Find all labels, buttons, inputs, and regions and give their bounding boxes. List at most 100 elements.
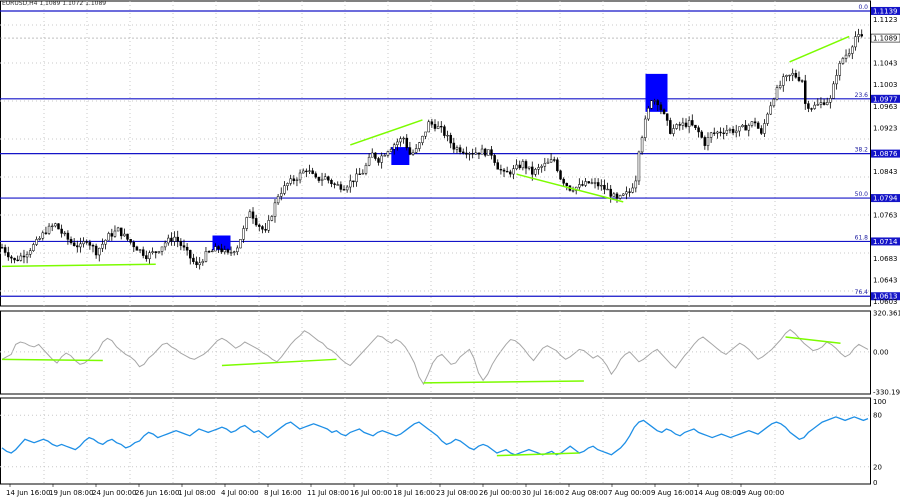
candle-body [722, 132, 725, 134]
candle-body [286, 183, 289, 186]
candle-body [637, 151, 641, 182]
candle-body [119, 227, 123, 237]
candle-body [317, 176, 321, 181]
time-axis-label: 14 Jun 16:00 [6, 489, 50, 497]
candle-body [405, 137, 409, 148]
candle-body [50, 225, 54, 228]
candle-body [72, 242, 76, 246]
candle-body [0, 247, 4, 249]
fib-label-50.0: 50.0 [855, 191, 869, 198]
candle-body [562, 178, 565, 184]
price-axis-label: 1.0683 [873, 255, 898, 263]
candle-body [295, 179, 299, 181]
candle-body [480, 148, 484, 155]
candle-body [700, 131, 703, 138]
signal-box [391, 147, 410, 165]
cci-divergence-line [1, 358, 103, 362]
candle-body [408, 147, 412, 155]
candle-body [276, 196, 280, 204]
price-axis-label: 1.0763 [873, 211, 898, 219]
candle-body [94, 245, 98, 256]
candle-body [509, 171, 512, 175]
candle-body [427, 121, 430, 133]
candle-body [47, 225, 51, 234]
candle-body [355, 173, 358, 183]
candle-body [782, 76, 785, 86]
candle-body [785, 75, 788, 77]
candle-body [490, 149, 493, 156]
candle-body [386, 151, 390, 156]
candle-body [330, 179, 333, 185]
candle-body [471, 153, 474, 155]
candle-body [662, 109, 666, 114]
candlesticks [0, 28, 870, 270]
candle-body [389, 149, 393, 152]
candle-body [697, 127, 700, 133]
candle-body [414, 148, 418, 153]
time-axis-label: 11 Jul 08:00 [307, 489, 349, 497]
divergence-lines [1, 35, 850, 268]
candle-body [364, 164, 368, 174]
candle-body [217, 246, 220, 249]
candle-body [430, 121, 434, 125]
candle-body [57, 223, 60, 230]
candle-body [336, 184, 339, 186]
candle-body [88, 242, 92, 246]
price-axis-label: 1.0643 [873, 276, 898, 284]
time-axis-label: 1 Jul 08:00 [178, 489, 216, 497]
candle-body [527, 166, 531, 169]
candle-body [367, 156, 371, 166]
candle-body [518, 164, 521, 169]
candle-body [280, 193, 283, 197]
candle-body [659, 104, 663, 111]
candle-body [822, 102, 826, 105]
candle-body [19, 255, 23, 261]
fib-price-tag-text: 1.1139 [873, 7, 898, 15]
time-axis-label: 14 Aug 08:00 [694, 489, 741, 497]
candle-body [747, 125, 751, 131]
candle-body [245, 217, 248, 229]
cci-axis-label: 320.3615 [873, 309, 900, 317]
candle-body [135, 246, 139, 251]
candle-body [728, 129, 732, 131]
candle-body [320, 178, 324, 181]
candle-body [248, 211, 252, 218]
candle-body [377, 158, 380, 163]
candle-body [703, 137, 707, 146]
time-axis-label: 30 Jul 16:00 [522, 489, 564, 497]
candle-body [82, 241, 85, 245]
candle-body [126, 233, 129, 240]
candle-body [656, 100, 660, 106]
candle-body [665, 113, 669, 121]
candle-body [775, 87, 779, 100]
candle-body [163, 242, 167, 248]
candle-body [493, 155, 496, 163]
candle-body [145, 255, 148, 260]
candle-body [819, 102, 823, 105]
candle-body [214, 246, 217, 252]
candle-body [38, 238, 41, 240]
candle-body [167, 237, 170, 244]
candle-body [600, 184, 603, 187]
candle-body [91, 245, 95, 247]
price-axis-label: 1.1043 [873, 60, 898, 68]
candle-body [650, 100, 653, 109]
candle-body [63, 232, 67, 235]
candle-body [107, 233, 110, 241]
candle-body [446, 134, 449, 137]
fib-price-tag-text: 1.0977 [873, 95, 898, 103]
candle-body [323, 176, 327, 180]
price-axis: 1.1123 1.1089 1.1043 1.1003 1.0963 1.0923 1.08… [870, 16, 900, 487]
candle-body [838, 63, 842, 76]
candle-body [3, 247, 7, 253]
candle-body [232, 251, 236, 253]
candle-body [345, 186, 349, 191]
candle-body [41, 232, 45, 239]
candle-body [157, 251, 161, 253]
candle-body [596, 182, 600, 187]
candle-body [339, 184, 343, 190]
rsi-line [1, 416, 869, 456]
candle-body [424, 131, 427, 137]
candle-body [593, 182, 597, 184]
